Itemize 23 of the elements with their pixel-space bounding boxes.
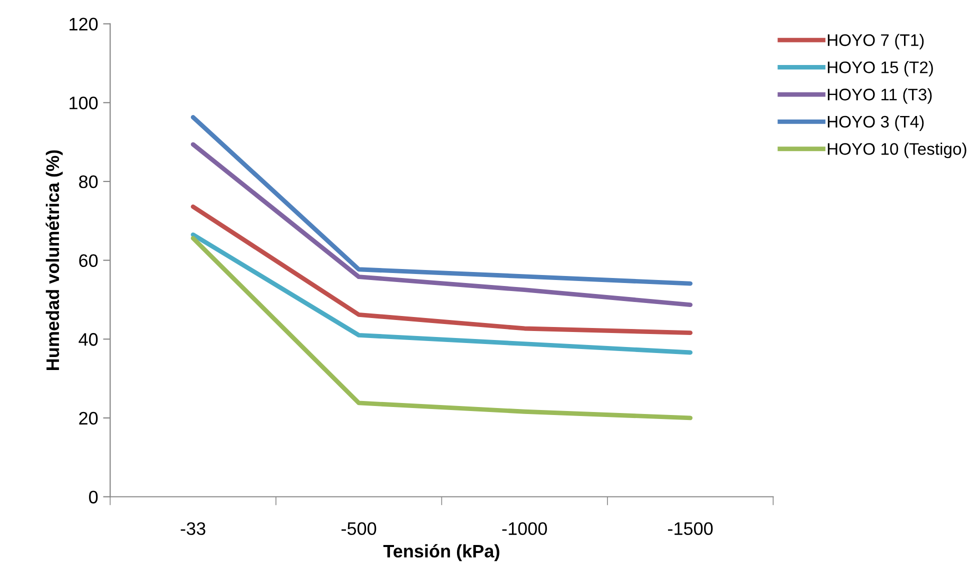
x-tick-label: -33 [180, 522, 206, 536]
y-axis-title: Humedad volumétrica (%) [46, 150, 63, 370]
y-tick-label: 60 [79, 254, 98, 268]
x-tick-label: -1000 [502, 522, 547, 536]
x-tick-label: -1500 [668, 522, 713, 536]
x-tick-label: -500 [342, 522, 376, 536]
y-tick-label: 0 [89, 490, 98, 504]
legend-label: HOYO 11 (T3) [828, 88, 932, 104]
y-tick-label: 120 [70, 18, 98, 31]
line-series [190, 142, 693, 308]
y-tick-label: 100 [70, 96, 98, 110]
x-axis-title: Tensión (kPa) [383, 544, 500, 562]
legend-label: HOYO 3 (T4) [828, 115, 924, 131]
line-series [190, 204, 693, 336]
legend-label: HOYO 15 (T2) [828, 61, 933, 77]
line-series [190, 232, 693, 355]
y-tick-label: 80 [79, 175, 98, 188]
y-tick-label: 40 [78, 333, 98, 346]
legend-label: HOYO 10 (Testigo) [828, 142, 966, 158]
y-tick-label: 20 [79, 412, 98, 425]
legend-label: HOYO 7 (T1) [828, 34, 924, 50]
line-series [190, 236, 693, 420]
line-series [190, 115, 693, 286]
